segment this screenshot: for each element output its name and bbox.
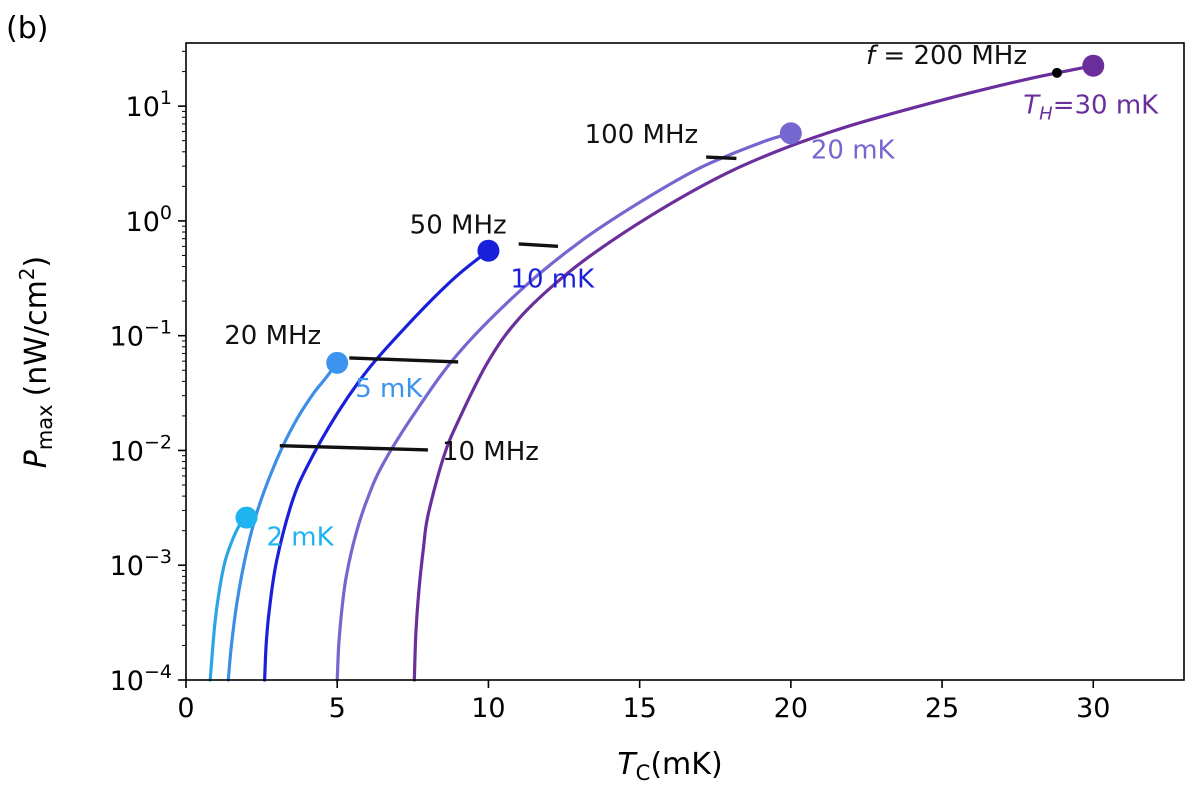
endpoint-marker-4	[1082, 54, 1105, 77]
plot-frame	[185, 42, 1185, 681]
x-tick-label: 10	[471, 693, 505, 724]
frequency-line-3	[706, 155, 737, 161]
series-line-10mk	[263, 249, 490, 682]
y-tick-label: 101	[126, 87, 172, 123]
x-tick-label: 25	[925, 693, 959, 724]
axis-ticks-group: 0 5 10 15 20 25 30 101 100 10−1 10−2 10−3 10−4	[110, 50, 1110, 724]
curves-group	[208, 64, 1095, 682]
x-tick-label: 30	[1076, 693, 1110, 724]
y-tick-label: 10−4	[110, 661, 172, 697]
endpoint-marker-1	[326, 351, 349, 374]
y-tick-label: 100	[126, 202, 172, 238]
endpoint-markers-group: 2 mK 5 mK 10 mK 20 mK TH=30 mK	[235, 54, 1159, 553]
panel-label: (b)	[6, 11, 48, 46]
frequency-label-2: 50 MHz	[410, 211, 507, 241]
y-axis-label: Pmax(nW/cm2)	[15, 256, 57, 469]
series-line-2mk	[208, 516, 249, 682]
frequency-label-3: 100 MHz	[585, 120, 699, 150]
y-tick-label: 10−3	[110, 546, 172, 582]
frequency-label-200mhz: f = 200 MHz	[866, 41, 1027, 71]
series-line-30mk	[412, 64, 1095, 682]
endpoint-marker-2	[477, 239, 500, 262]
x-tick-label: 0	[177, 693, 194, 724]
frequency-label-0: 10 MHz	[442, 437, 539, 467]
series-line-20mk	[335, 131, 793, 682]
y-tick-label: 10−2	[110, 431, 172, 467]
x-axis-label: TC(mK)	[617, 747, 722, 785]
series-line-5mk	[226, 361, 339, 682]
x-tick-label: 5	[329, 693, 346, 724]
frequency-label-1: 20 MHz	[224, 321, 321, 351]
endpoint-label-0: 2 mK	[266, 523, 334, 553]
endpoint-label-2: 10 mK	[510, 265, 595, 295]
x-tick-label: 20	[774, 693, 808, 724]
frequency-lines-group: 10 MHz 20 MHz 50 MHz 100 MHz f = 200 MHz	[224, 41, 1062, 467]
y-tick-label: 10−1	[110, 317, 172, 353]
endpoint-label-3: 20 mK	[811, 135, 896, 165]
endpoint-marker-3	[779, 122, 802, 145]
x-tick-label: 15	[622, 693, 656, 724]
frequency-line-1	[349, 356, 459, 364]
frequency-line-0	[279, 444, 428, 452]
frequency-line-2	[518, 242, 559, 249]
endpoint-marker-0	[235, 506, 258, 529]
endpoint-label-1: 5 mK	[355, 374, 423, 404]
frequency-point-200mhz	[1051, 67, 1062, 78]
endpoint-label-4: TH=30 mK	[1023, 91, 1159, 125]
